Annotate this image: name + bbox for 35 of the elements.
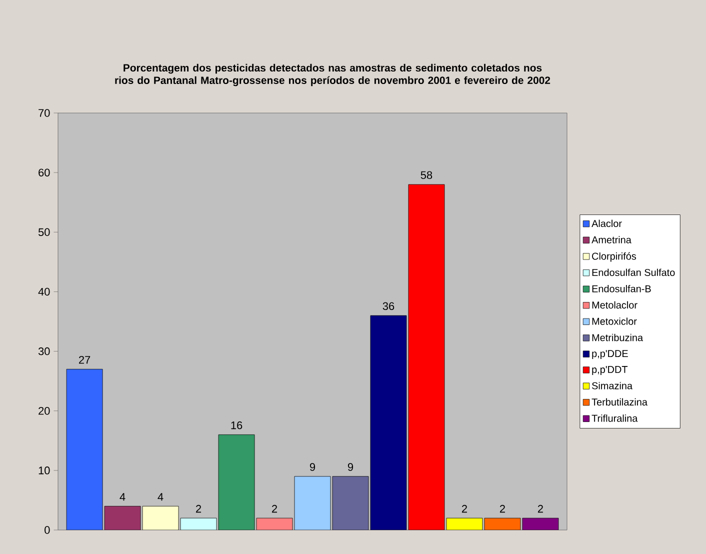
data-label: 2 (196, 504, 202, 513)
legend-label: Endosulfan-B (592, 284, 651, 292)
legend-label: Endosulfan Sulfato (592, 268, 675, 276)
data-label: 9 (348, 463, 354, 471)
legend-label: Metolaclor (592, 301, 638, 309)
legend-label: p,p'DDE (592, 350, 628, 360)
legend-label: Clorpirifós (592, 252, 636, 262)
y-tick-label: 0 (44, 526, 50, 534)
data-label: 58 (420, 171, 432, 179)
data-label: 2 (462, 504, 467, 513)
data-label: 27 (78, 356, 90, 364)
y-tick-label: 60 (38, 168, 50, 176)
data-label: 4 (120, 493, 126, 501)
data-label: 2 (538, 504, 543, 513)
legend-label: Terbutilazina (592, 398, 648, 406)
legend-label: Ametrina (592, 236, 632, 244)
data-label: 9 (310, 463, 316, 471)
y-tick-label: 30 (38, 347, 50, 356)
legend-label: Metribuzina (592, 334, 644, 342)
chart-title: Porcentagem dos pesticidas detectados nas amostras de sedimento coletados nos rios do Pantanal Matro-grossense nos períodos de novembro 2001 e fevereiro de 2002 (115, 64, 550, 86)
legend-label: Simazina (592, 382, 633, 390)
y-tick-label: 40 (38, 288, 50, 296)
y-tick-label: 70 (38, 109, 50, 117)
legend-label: Alaclor (592, 220, 622, 228)
data-label: 16 (231, 421, 242, 430)
y-tick-label: 50 (38, 228, 50, 236)
legend-label: Metoxiclor (592, 318, 637, 325)
data-label: 2 (500, 504, 505, 513)
legend-label: Trifluralina (592, 414, 638, 422)
legend-label: p,p'DDT (592, 366, 628, 375)
y-tick-label: 10 (38, 466, 50, 474)
data-label: 2 (272, 504, 278, 513)
data-label: 4 (158, 493, 164, 501)
y-tick-label: 20 (38, 406, 50, 415)
data-label: 36 (382, 302, 394, 310)
